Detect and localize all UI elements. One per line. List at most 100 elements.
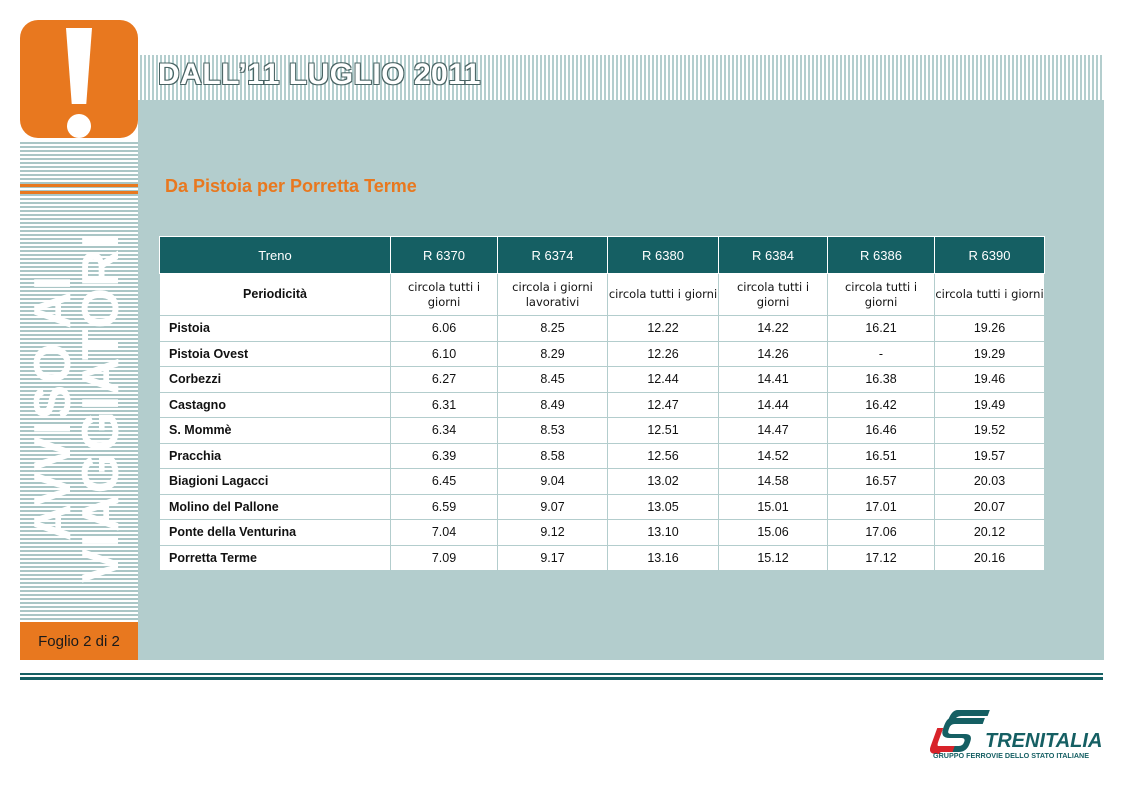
periodicity-cell: circola tutti i giorni <box>827 273 935 316</box>
departure-time: 9.07 <box>497 493 608 520</box>
stop-name: Corbezzi <box>159 366 391 393</box>
departure-time: 16.51 <box>827 442 935 469</box>
footer-rule <box>20 677 1103 680</box>
table-row: Castagno 6.31 8.49 12.47 14.44 16.42 19.49 <box>159 391 1045 418</box>
page-title: DALL’11 LUGLIO 2011 <box>158 58 481 91</box>
departure-time: 6.59 <box>390 493 498 520</box>
train-number: R 6384 <box>718 236 828 274</box>
departure-time: 6.45 <box>390 468 498 495</box>
departure-time: 20.12 <box>934 519 1045 546</box>
departure-time: 9.12 <box>497 519 608 546</box>
periodicity-cell: circola i giorni lavorativi <box>497 273 608 316</box>
stop-name: Ponte della Venturina <box>159 519 391 546</box>
departure-time: 12.22 <box>607 315 719 342</box>
departure-time: 7.04 <box>390 519 498 546</box>
train-number: R 6374 <box>497 236 608 274</box>
stop-name: S. Mommè <box>159 417 391 444</box>
header-band <box>138 55 1104 100</box>
periodicity-cell: circola tutti i giorni <box>718 273 828 316</box>
table-row: Porretta Terme 7.09 9.17 13.16 15.12 17.12 20.… <box>159 544 1045 571</box>
stop-name: Porretta Terme <box>159 544 391 571</box>
table-row: S. Mommè 6.34 8.53 12.51 14.47 16.46 19.52 <box>159 417 1045 444</box>
departure-time: 9.04 <box>497 468 608 495</box>
departure-time: 6.27 <box>390 366 498 393</box>
table-row: Pracchia 6.39 8.58 12.56 14.52 16.51 19.57 <box>159 442 1045 469</box>
departure-time: 14.41 <box>718 366 828 393</box>
stop-name: Biagioni Lagacci <box>159 468 391 495</box>
departure-time: 15.06 <box>718 519 828 546</box>
train-header-row: Treno R 6370 R 6374 R 6380 R 6384 R 6386… <box>159 236 1045 274</box>
departure-time: 16.57 <box>827 468 935 495</box>
departure-time: 8.58 <box>497 442 608 469</box>
stop-name: Castagno <box>159 391 391 418</box>
departure-time: 16.42 <box>827 391 935 418</box>
departure-time: 17.06 <box>827 519 935 546</box>
sheet-label: Foglio 2 di 2 <box>20 622 138 660</box>
table-row: Ponte della Venturina 7.04 9.12 13.10 15.06 1… <box>159 519 1045 546</box>
table-row: Corbezzi 6.27 8.45 12.44 14.41 16.38 19.46 <box>159 366 1045 393</box>
stop-name: Pistoia <box>159 315 391 342</box>
brand-subtitle: GRUPPO FERROVIE DELLO STATO ITALIANE <box>933 751 1089 760</box>
departure-time: 12.26 <box>607 340 719 367</box>
corner-header: Treno <box>159 236 391 274</box>
route-title: Da Pistoia per Porretta Terme <box>165 176 417 196</box>
periodicity-cell: circola tutti i giorni <box>607 273 719 316</box>
periodicity-cell: circola tutti i giorni <box>390 273 498 316</box>
departure-time: 19.52 <box>934 417 1045 444</box>
sidebar-divider <box>20 191 138 194</box>
departure-time: 6.10 <box>390 340 498 367</box>
departure-time: 16.21 <box>827 315 935 342</box>
sidebar-stripes <box>20 140 138 620</box>
departure-time: 19.46 <box>934 366 1045 393</box>
departure-time: 12.51 <box>607 417 719 444</box>
departure-time: 14.52 <box>718 442 828 469</box>
train-number: R 6370 <box>390 236 498 274</box>
departure-time: 14.22 <box>718 315 828 342</box>
departure-time: 6.34 <box>390 417 498 444</box>
departure-time: 15.01 <box>718 493 828 520</box>
departure-time: 13.02 <box>607 468 719 495</box>
departure-time: 20.07 <box>934 493 1045 520</box>
departure-time: 7.09 <box>390 544 498 571</box>
departure-time: 17.12 <box>827 544 935 571</box>
train-number: R 6390 <box>934 236 1045 274</box>
departure-time: 8.29 <box>497 340 608 367</box>
departure-time: 6.06 <box>390 315 498 342</box>
stop-name: Pracchia <box>159 442 391 469</box>
departure-time: 8.49 <box>497 391 608 418</box>
departure-time: 8.53 <box>497 417 608 444</box>
table-row: Molino del Pallone 6.59 9.07 13.05 15.01 17.0… <box>159 493 1045 520</box>
table-row: Pistoia Ovest 6.10 8.29 12.26 14.26-19.29 <box>159 340 1045 367</box>
departure-time: 16.46 <box>827 417 935 444</box>
trenitalia-logo-icon <box>930 710 990 754</box>
table-row: Biagioni Lagacci 6.45 9.04 13.02 14.58 16.57 2… <box>159 468 1045 495</box>
departure-time: 12.44 <box>607 366 719 393</box>
warning-exclamation-icon <box>20 20 138 138</box>
train-number: R 6380 <box>607 236 719 274</box>
departure-time: 15.12 <box>718 544 828 571</box>
departure-time: 6.39 <box>390 442 498 469</box>
periodicity-row: Periodicità circola tutti i giorni circo… <box>159 273 1045 316</box>
departure-time: 13.16 <box>607 544 719 571</box>
departure-time: 19.26 <box>934 315 1045 342</box>
timetable: Treno R 6370 R 6374 R 6380 R 6384 R 6386… <box>159 236 1045 571</box>
departure-time: 8.25 <box>497 315 608 342</box>
departure-time: 13.05 <box>607 493 719 520</box>
table-row: Pistoia 6.06 8.25 12.22 14.22 16.21 19.26 <box>159 315 1045 342</box>
departure-time: 14.26 <box>718 340 828 367</box>
departure-time: 8.45 <box>497 366 608 393</box>
brand-name: TRENITALIA <box>985 730 1103 752</box>
train-number: R 6386 <box>827 236 935 274</box>
departure-time: 19.49 <box>934 391 1045 418</box>
departure-time: 16.38 <box>827 366 935 393</box>
departure-time: 13.10 <box>607 519 719 546</box>
departure-time: 12.56 <box>607 442 719 469</box>
periodicity-cell: circola tutti i giorni <box>934 273 1045 316</box>
departure-time: 20.16 <box>934 544 1045 571</box>
stop-name: Molino del Pallone <box>159 493 391 520</box>
departure-time: 14.58 <box>718 468 828 495</box>
departure-time: 19.57 <box>934 442 1045 469</box>
sidebar-divider <box>20 184 138 187</box>
departure-time: 6.31 <box>390 391 498 418</box>
departure-time: 14.47 <box>718 417 828 444</box>
